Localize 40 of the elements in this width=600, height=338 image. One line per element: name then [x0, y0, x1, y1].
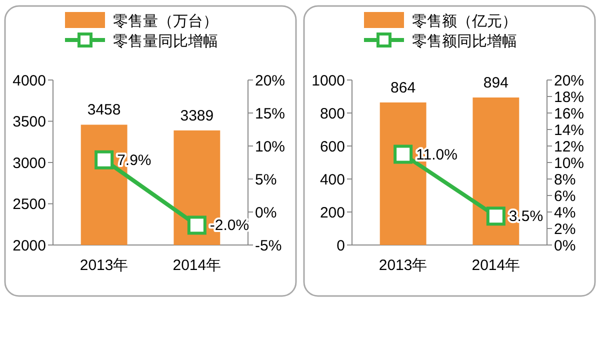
x-tick-label: 2014年 [172, 257, 222, 274]
y2-tick-label: 20% [554, 72, 584, 90]
y2-tick-label: 4% [554, 204, 576, 222]
data-label: 3458 [87, 102, 121, 119]
data-label: 894 [483, 74, 508, 92]
y2-tick-label: 14% [554, 122, 584, 139]
y-tick-label: 400 [320, 171, 345, 188]
y2-tick-label: 18% [554, 88, 584, 106]
y2-tick-label: 10% [554, 154, 584, 172]
legend-label: 零售量（万台） [113, 13, 218, 30]
y-tick-label: 1000 [312, 72, 345, 90]
y2-tick-label: 15% [255, 105, 286, 122]
y2-tick-label: 2% [554, 220, 576, 238]
y-tick-label: 2000 [12, 237, 46, 254]
y-tick-label: 2500 [12, 196, 46, 213]
x-tick-label: 2013年 [378, 257, 428, 274]
y-tick-label: 3000 [12, 154, 46, 172]
legend-label: 零售量同比增幅 [113, 33, 218, 50]
y2-tick-label: 8% [554, 171, 576, 188]
y2-tick-label: 12% [554, 138, 584, 156]
y-tick-label: 3500 [12, 114, 46, 130]
y2-tick-label: 20% [255, 72, 286, 90]
y-tick-label: 0 [336, 237, 345, 254]
data-label: 3389 [180, 107, 214, 124]
y2-tick-label: 0% [255, 204, 277, 222]
data-label: 864 [390, 79, 416, 96]
y-tick-label: 600 [320, 138, 345, 156]
y-tick-label: 4000 [12, 72, 46, 90]
y2-tick-label: -5% [255, 237, 282, 254]
x-tick-label: 2014年 [472, 257, 520, 274]
y-tick-label: 200 [320, 204, 345, 222]
y2-tick-label: 6% [554, 188, 576, 205]
y2-tick-label: 0% [554, 237, 576, 254]
legend-label: 零售额同比增幅 [412, 33, 517, 50]
y2-tick-label: 16% [554, 105, 584, 122]
y2-tick-label: 10% [255, 138, 286, 156]
legend-label: 零售额（亿元） [412, 13, 517, 30]
y-tick-label: 800 [320, 105, 345, 122]
y2-tick-label: 5% [255, 171, 277, 188]
x-tick-label: 2013年 [80, 257, 128, 274]
